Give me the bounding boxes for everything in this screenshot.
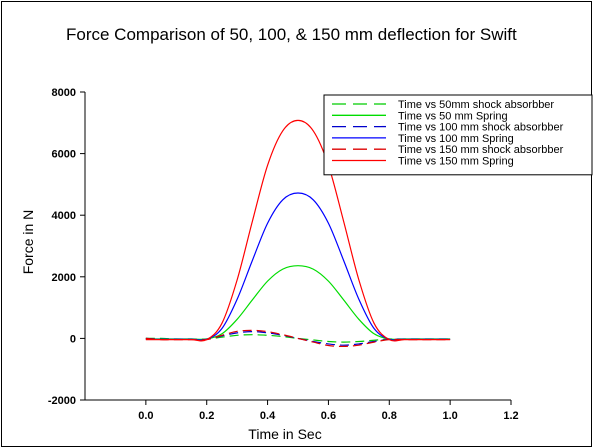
x-tick-label: 0.2 [199, 410, 214, 422]
series-line-2 [145, 265, 451, 341]
legend-label-5: Time vs 150 mm shock absorbber [398, 144, 564, 156]
chart-title: Force Comparison of 50, 100, & 150 mm de… [66, 25, 517, 44]
x-axis-label: Time in Sec [248, 426, 321, 442]
legend-label-1: Time vs 50mm shock absorbber [398, 99, 554, 111]
legend-box [323, 94, 593, 176]
y-tick-label: 8000 [52, 87, 76, 99]
legend-label-4: Time vs 100 mm Spring [398, 133, 514, 145]
legend-label-6: Time vs 150 mm Spring [398, 156, 514, 168]
legend-label-2: Time vs 50 mm Spring [398, 110, 508, 122]
series-line-4 [145, 192, 451, 341]
series-line-6 [145, 119, 451, 342]
x-tick-label: 0.6 [321, 410, 336, 422]
y-tick-label: 6000 [52, 149, 76, 161]
y-tick-label: 0 [70, 333, 76, 345]
x-tick-label: 1.0 [442, 410, 457, 422]
plot-area: -2000 0 2000 4000 6000 8000 0.0 0.2 0.4 0.6 0.8 1.0… [48, 87, 593, 422]
y-tick-label: 4000 [52, 210, 76, 222]
y-tick-label: -2000 [48, 395, 76, 407]
series-line-5 [145, 329, 451, 348]
x-tick-label: 0.4 [260, 410, 276, 422]
y-tick-label: 2000 [52, 272, 76, 284]
legend-label-3: Time vs 100 mm shock absorbber [398, 122, 564, 134]
x-tick-label: 1.2 [503, 410, 518, 422]
x-tick-label: 0.0 [138, 410, 153, 422]
y-axis-label: Force in N [20, 210, 36, 275]
x-tick-label: 0.8 [382, 410, 397, 422]
